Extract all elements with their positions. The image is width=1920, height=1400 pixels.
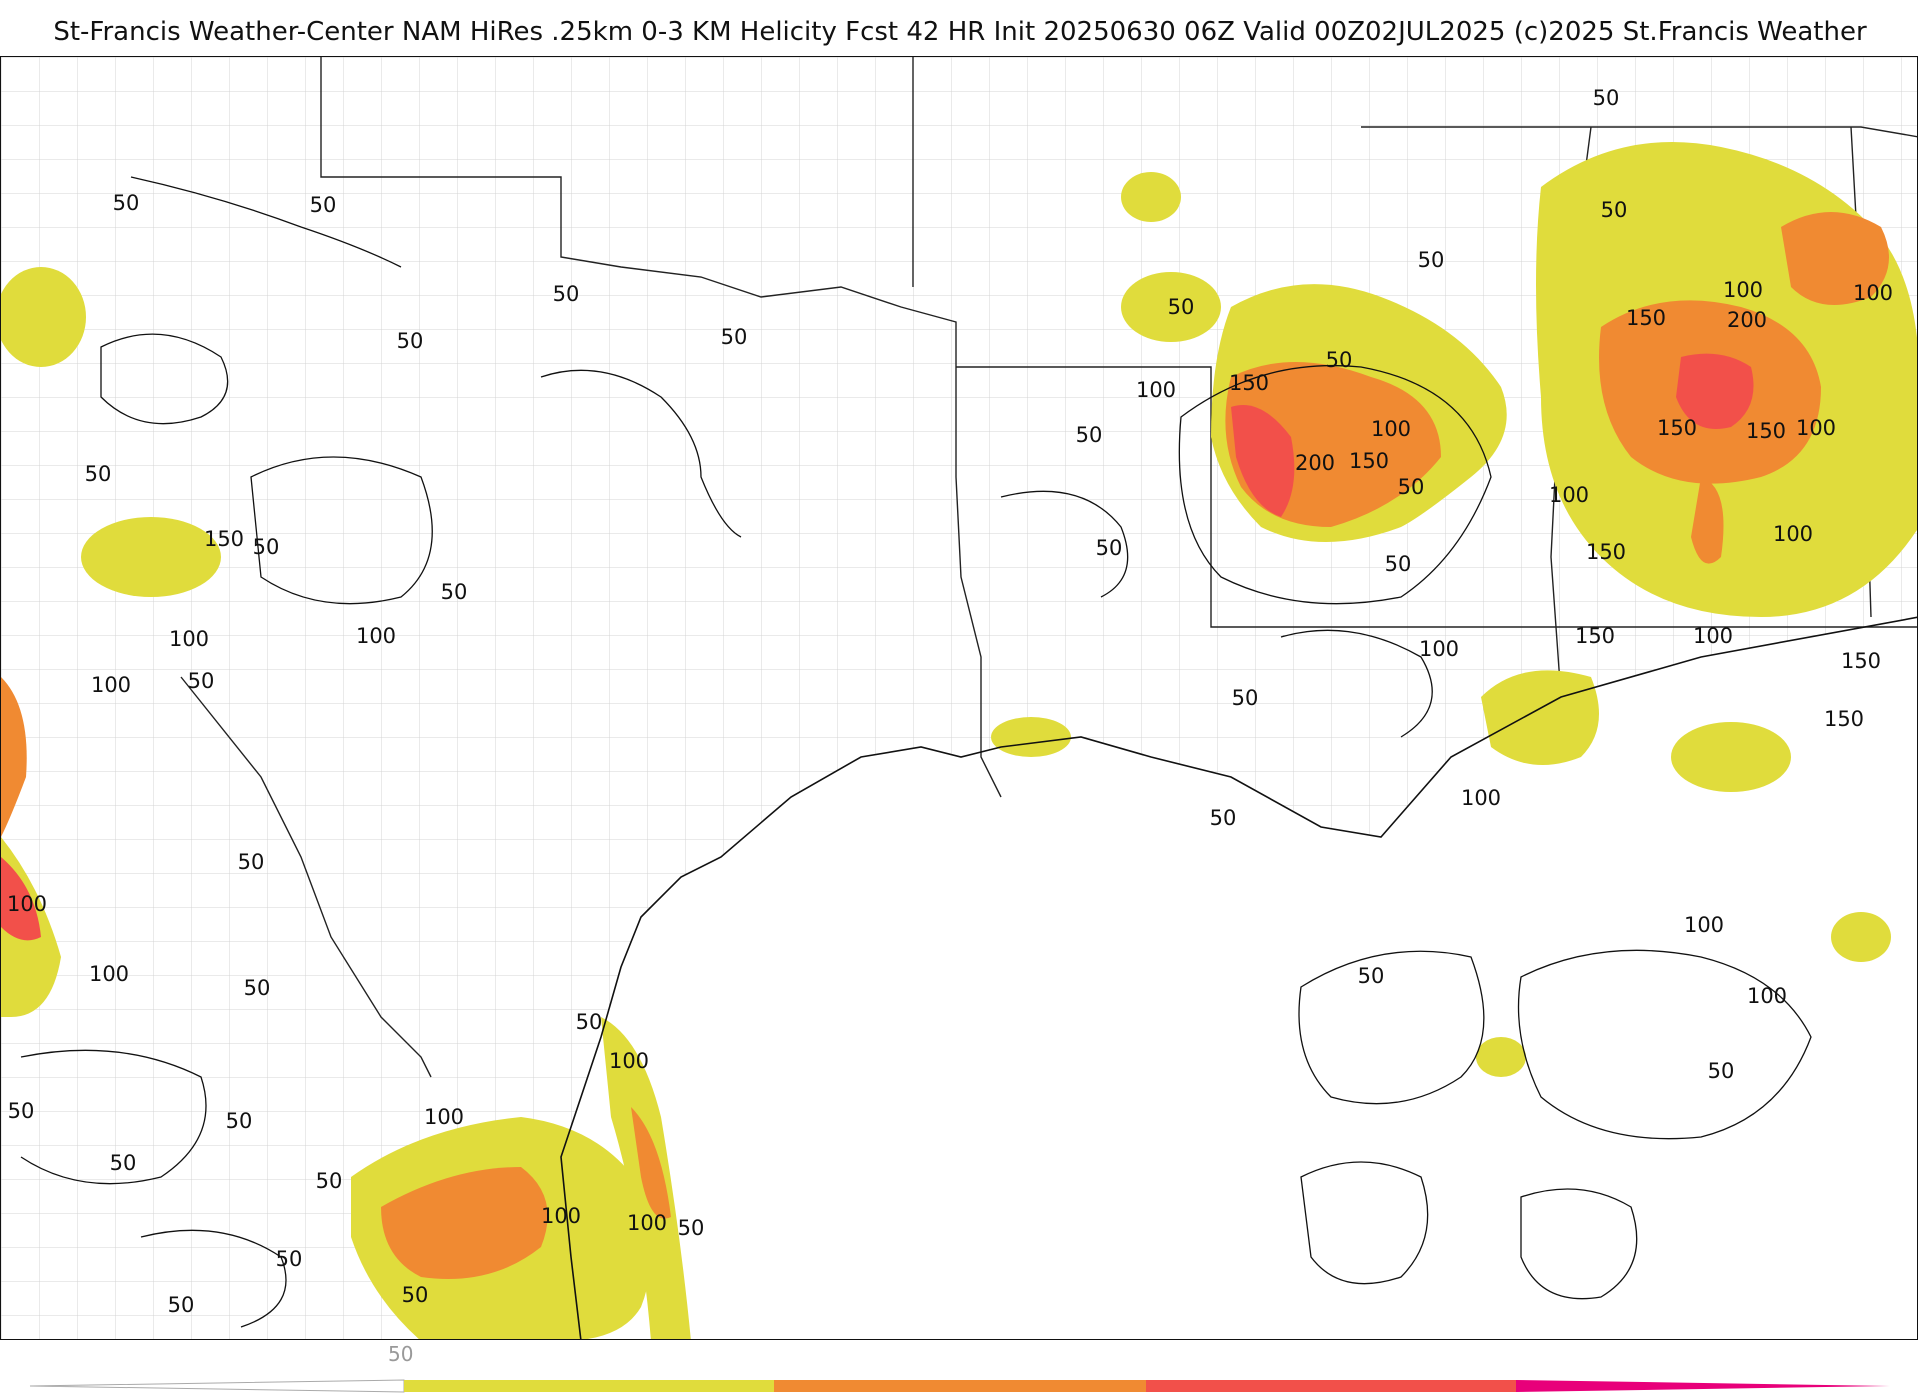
contour-label: 50 — [397, 329, 424, 353]
helicity-map: 50 50 50 50 50 50 50 50 50 50 50 50 50 5… — [0, 56, 1918, 1340]
contour-label: 50 — [168, 1293, 195, 1317]
contour-label: 150 — [1657, 416, 1697, 440]
map-title: St-Francis Weather-Center NAM HiRes .25k… — [53, 17, 1867, 47]
contour-label: 50 — [110, 1151, 137, 1175]
contour-label: 50 — [253, 535, 280, 559]
contour-label: 50 — [1593, 86, 1620, 110]
contour-label: 100 — [1773, 522, 1813, 546]
contour-label: 50 — [316, 1169, 343, 1193]
helicity-contours — [20, 176, 1812, 1328]
colorbar-segment — [1516, 1380, 1890, 1392]
contour-label: 50 — [1385, 552, 1412, 576]
contour-label: 100 — [541, 1204, 581, 1228]
contour-label: 200 — [1727, 308, 1767, 332]
contour-label: 50 — [238, 850, 265, 874]
contour-label: 50 — [1210, 806, 1237, 830]
contour-label: 100 — [1371, 417, 1411, 441]
contour-label: 150 — [1229, 371, 1269, 395]
contour-label: 50 — [1418, 248, 1445, 272]
colorbar-segment — [1146, 1380, 1516, 1392]
contour-label: 50 — [113, 191, 140, 215]
contour-label: 150 — [1626, 306, 1666, 330]
contour-label: 50 — [1601, 198, 1628, 222]
contour-label: 50 — [8, 1099, 35, 1123]
colorbar-segment — [404, 1380, 774, 1392]
contour-label: 100 — [1549, 483, 1589, 507]
contour-label: 100 — [1461, 786, 1501, 810]
contour-label: 100 — [609, 1049, 649, 1073]
contour-label: 100 — [169, 627, 209, 651]
helicity-shading — [1, 142, 1917, 1339]
contour-label: 50 — [1096, 536, 1123, 560]
contour-label: 50 — [188, 669, 215, 693]
contour-label: 50 — [85, 462, 112, 486]
contour-label: 50 — [310, 193, 337, 217]
contour-label: 100 — [424, 1105, 464, 1129]
contour-label: 150 — [1841, 649, 1881, 673]
contour-label: 100 — [1723, 278, 1763, 302]
contour-label: 150 — [1349, 449, 1389, 473]
colorbar-segment — [29, 1379, 405, 1393]
contour-label: 100 — [1796, 416, 1836, 440]
contour-label: 50 — [721, 325, 748, 349]
contour-label: 100 — [356, 624, 396, 648]
contour-label: 100 — [1419, 637, 1459, 661]
contour-labels: 50 50 50 50 50 50 50 50 50 50 50 50 50 5… — [7, 86, 1893, 1317]
contour-label: 100 — [627, 1211, 667, 1235]
contour-label: 50 — [553, 282, 580, 306]
contour-label: 100 — [89, 962, 129, 986]
contour-label: 50 — [1708, 1059, 1735, 1083]
map-canvas: 50 50 50 50 50 50 50 50 50 50 50 50 50 5… — [1, 57, 1917, 1339]
contour-label: 50 — [1168, 295, 1195, 319]
contour-label: 50 — [576, 1010, 603, 1034]
colorbar-tick-label: 50 — [388, 1342, 414, 1366]
contour-label: 50 — [1358, 964, 1385, 988]
contour-label: 150 — [1824, 707, 1864, 731]
contour-label: 50 — [1232, 686, 1259, 710]
contour-label: 50 — [226, 1109, 253, 1133]
colorbar-segment — [774, 1380, 1146, 1392]
contour-label: 150 — [1746, 419, 1786, 443]
contour-label: 200 — [1295, 451, 1335, 475]
contour-label: 100 — [7, 892, 47, 916]
contour-label: 100 — [1684, 913, 1724, 937]
contour-label: 50 — [441, 580, 468, 604]
contour-label: 50 — [1326, 348, 1353, 372]
contour-label: 50 — [678, 1216, 705, 1240]
contour-label: 50 — [1076, 423, 1103, 447]
contour-label: 50 — [1398, 475, 1425, 499]
coastline — [560, 616, 1917, 1339]
contour-label: 150 — [1586, 540, 1626, 564]
contour-label: 100 — [1136, 378, 1176, 402]
contour-label: 50 — [276, 1247, 303, 1271]
contour-label: 100 — [1853, 281, 1893, 305]
contour-label: 50 — [402, 1283, 429, 1307]
colorbar — [29, 1379, 1890, 1393]
contour-label: 100 — [91, 673, 131, 697]
contour-label: 100 — [1747, 984, 1787, 1008]
contour-label: 150 — [1575, 624, 1615, 648]
contour-label: 100 — [1693, 624, 1733, 648]
contour-label: 50 — [244, 976, 271, 1000]
contour-label: 150 — [204, 527, 244, 551]
